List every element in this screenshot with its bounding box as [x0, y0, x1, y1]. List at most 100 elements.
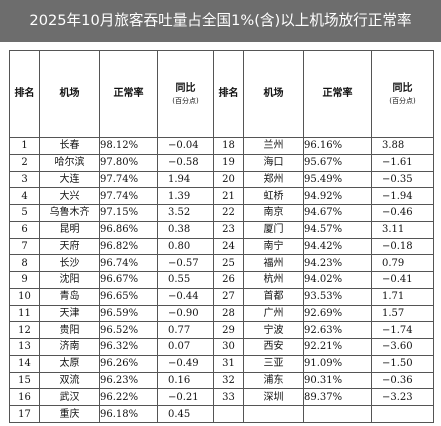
header-yoy-label: 同比: [392, 83, 413, 94]
header-yoy-label: 同比: [175, 83, 196, 94]
header-yoy: 同比 (百分点): [157, 50, 214, 138]
rank-cell: 30: [213, 338, 244, 356]
table-row: 4 大兴 97.74% 1.39 21 虹桥 94.92% −1.94: [9, 187, 434, 205]
rate-cell: 94.02%: [303, 271, 372, 289]
airport-cell: 首都: [243, 287, 304, 306]
airport-cell: 青岛: [39, 287, 100, 306]
yoy-cell: 0.77: [157, 321, 214, 339]
header-yoy-unit: (百分点): [389, 97, 416, 105]
yoy-cell: 0.79: [371, 254, 434, 272]
yoy-cell: −0.90: [157, 304, 214, 323]
table-row: 7 天府 96.82% 0.80 24 南宁 94.42% −0.18: [9, 237, 434, 256]
airport-cell: 重庆: [39, 405, 100, 423]
yoy-cell: 3.11: [371, 220, 434, 239]
rank-cell: 8: [9, 254, 40, 272]
airport-cell: 武汉: [39, 388, 100, 406]
yoy-cell: −0.18: [371, 237, 434, 256]
yoy-cell: −0.57: [157, 254, 214, 272]
rank-cell: 12: [9, 321, 40, 339]
rate-cell: 92.69%: [303, 304, 372, 323]
rank-cell: 24: [213, 237, 244, 256]
yoy-cell: 0.55: [157, 271, 214, 289]
yoy-cell: 0.07: [157, 338, 214, 356]
yoy-cell: −0.49: [157, 354, 214, 373]
rank-cell: 23: [213, 220, 244, 239]
rate-cell: 95.67%: [303, 153, 372, 172]
rate-cell: 96.22%: [99, 388, 158, 406]
rank-cell: 18: [213, 137, 244, 155]
rank-cell: 1: [9, 137, 40, 155]
airport-cell: 兰州: [243, 137, 304, 155]
table-row: 12 贵阳 96.52% 0.77 29 宁波 92.63% −1.74: [9, 321, 434, 339]
yoy-cell: −3.60: [371, 338, 434, 356]
airport-cell: 南京: [243, 204, 304, 222]
rank-cell: 4: [9, 187, 40, 205]
airport-cell: 大连: [39, 170, 100, 189]
yoy-cell: −0.35: [371, 170, 434, 189]
airport-cell: 长沙: [39, 254, 100, 272]
yoy-cell: −0.44: [157, 287, 214, 306]
airport-punctuality-table: 排名 机场 正常率 同比 (百分点) 排名 机场 正常率 同比 (百分点) 1 长春 9…: [9, 50, 434, 423]
rank-cell: 29: [213, 321, 244, 339]
header-rate: 正常率: [99, 50, 158, 138]
airport-cell: 郑州: [243, 170, 304, 189]
rate-cell: 98.12%: [99, 137, 158, 155]
yoy-cell: −0.58: [157, 153, 214, 172]
header-rank: 排名: [213, 50, 244, 138]
rate-cell: 97.80%: [99, 153, 158, 172]
airport-cell: 济南: [39, 338, 100, 356]
table-row: 8 长沙 96.74% −0.57 25 福州 94.23% 0.79: [9, 254, 434, 272]
airport-cell: 天府: [39, 237, 100, 256]
airport-cell: 太原: [39, 354, 100, 373]
yoy-cell: −1.74: [371, 321, 434, 339]
rank-cell: 5: [9, 204, 40, 222]
table-row: 2 哈尔滨 97.80% −0.58 19 海口 95.67% −1.61: [9, 153, 434, 172]
yoy-cell: 1.71: [371, 287, 434, 306]
airport-cell: 哈尔滨: [39, 153, 100, 172]
rate-cell: 97.74%: [99, 187, 158, 205]
airport-cell: 贵阳: [39, 321, 100, 339]
airport-cell: 大兴: [39, 187, 100, 205]
rate-cell: 97.74%: [99, 170, 158, 189]
page-title: 2025年10月旅客吞吐量占全国1%(含)以上机场放行正常率: [0, 0, 441, 42]
rate-cell: 94.23%: [303, 254, 372, 272]
rank-cell: 19: [213, 153, 244, 172]
rank-cell: 20: [213, 170, 244, 189]
rate-cell: 92.63%: [303, 321, 372, 339]
rate-cell: 97.15%: [99, 204, 158, 222]
table-row: 6 昆明 96.86% 0.38 23 厦门 94.57% 3.11: [9, 220, 434, 239]
rate-cell: 94.92%: [303, 187, 372, 205]
table-row: 16 武汉 96.22% −0.21 33 深圳 89.37% −3.23: [9, 388, 434, 406]
rank-cell: 16: [9, 388, 40, 406]
rate-cell: 96.86%: [99, 220, 158, 239]
rate-cell: 96.82%: [99, 237, 158, 256]
airport-cell: 双流: [39, 371, 100, 390]
airport-cell: 沈阳: [39, 271, 100, 289]
rank-cell: 14: [9, 354, 40, 373]
table-row: 13 济南 96.32% 0.07 30 西安 92.21% −3.60: [9, 338, 434, 356]
yoy-cell: 1.39: [157, 187, 214, 205]
rank-cell: 6: [9, 220, 40, 239]
rank-cell: 27: [213, 287, 244, 306]
table-row: 11 天津 96.59% −0.90 28 广州 92.69% 1.57: [9, 304, 434, 323]
rank-cell: 33: [213, 388, 244, 406]
rate-cell: 96.67%: [99, 271, 158, 289]
rate-cell: [303, 405, 372, 423]
airport-cell: 长春: [39, 137, 100, 155]
yoy-cell: −0.41: [371, 271, 434, 289]
rate-cell: 94.67%: [303, 204, 372, 222]
yoy-cell: 0.38: [157, 220, 214, 239]
yoy-cell: 0.45: [157, 405, 214, 423]
rank-cell: 21: [213, 187, 244, 205]
rate-cell: 96.59%: [99, 304, 158, 323]
airport-cell: 杭州: [243, 271, 304, 289]
rate-cell: 93.53%: [303, 287, 372, 306]
airport-cell: 西安: [243, 338, 304, 356]
yoy-cell: −0.04: [157, 137, 214, 155]
rank-cell: 32: [213, 371, 244, 390]
rate-cell: 94.57%: [303, 220, 372, 239]
rate-cell: 95.49%: [303, 170, 372, 189]
airport-cell: 宁波: [243, 321, 304, 339]
table-row: 17 重庆 96.18% 0.45: [9, 405, 434, 423]
